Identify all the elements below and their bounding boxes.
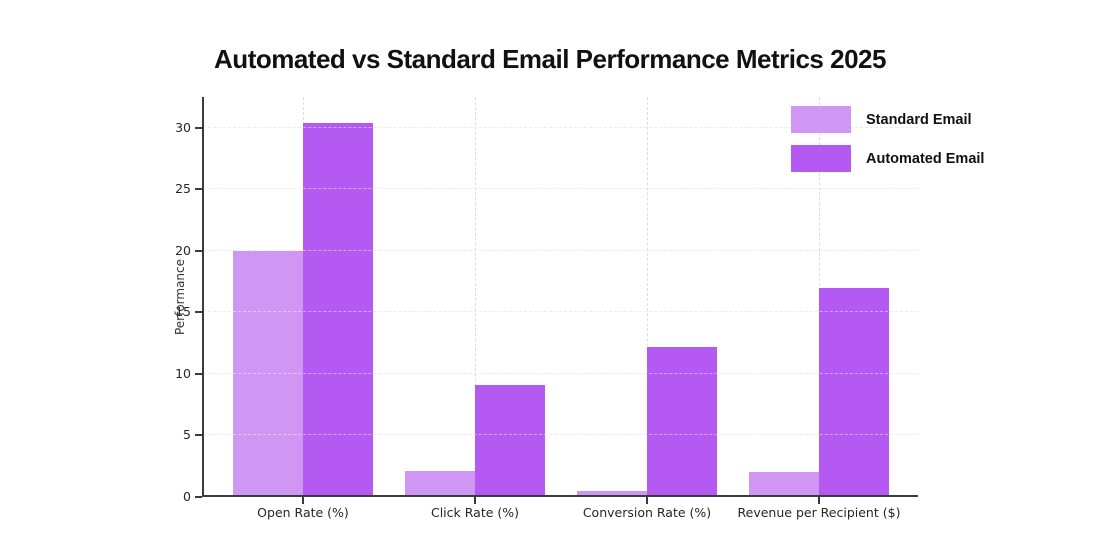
gridline-overlay — [203, 188, 918, 190]
bar-automated — [819, 287, 889, 497]
bar-standard — [749, 472, 819, 497]
y-tick-label: 15 — [175, 304, 191, 320]
y-tick-mark — [195, 372, 202, 375]
x-tick-mark — [302, 497, 304, 504]
x-tick-mark — [474, 497, 476, 504]
gridline-vertical — [647, 97, 648, 497]
gridline-vertical — [475, 97, 476, 497]
gridline-horizontal — [203, 249, 918, 251]
y-tick-mark — [195, 249, 202, 252]
legend: Standard Email Automated Email — [791, 106, 984, 184]
legend-item: Standard Email — [791, 106, 984, 133]
chart-title: Automated vs Standard Email Performance … — [214, 44, 886, 74]
y-tick-label: 25 — [175, 181, 191, 197]
y-tick-label: 5 — [183, 427, 191, 443]
bar-standard — [577, 490, 647, 497]
y-tick-mark — [195, 311, 202, 314]
bar-standard — [405, 471, 475, 497]
x-tick-mark — [646, 497, 648, 504]
gridline-horizontal — [203, 126, 918, 128]
y-tick-label: 10 — [175, 365, 191, 381]
legend-swatch — [791, 145, 851, 172]
gridline-overlay — [203, 249, 918, 251]
bar-automated — [303, 122, 373, 497]
gridline-horizontal — [203, 434, 918, 436]
bar-standard — [233, 250, 303, 497]
y-tick-mark — [195, 434, 202, 437]
x-axis-spine — [202, 495, 918, 497]
legend-item: Automated Email — [791, 145, 984, 172]
x-tick-label: Click Rate (%) — [430, 505, 520, 520]
bar-automated — [475, 385, 545, 497]
bar-automated — [647, 346, 717, 497]
x-tick-label: Revenue per Recipient ($) — [737, 505, 901, 520]
gridline-overlay — [203, 434, 918, 436]
gridline-overlay — [203, 311, 918, 313]
gridline-horizontal — [203, 188, 918, 190]
y-tick-label: 0 — [183, 489, 191, 504]
y-tick-label: 30 — [175, 119, 191, 135]
legend-label: Automated Email — [866, 150, 985, 167]
x-tick-label: Open Rate (%) — [257, 505, 349, 520]
y-tick-mark — [195, 188, 202, 191]
legend-label: Standard Email — [866, 111, 972, 128]
x-tick-label: Conversion Rate (%) — [582, 505, 712, 520]
gridline-overlay — [203, 372, 918, 374]
x-tick-mark — [818, 497, 820, 504]
y-tick-label: 20 — [175, 242, 191, 258]
gridline-overlay — [203, 126, 918, 128]
gridline-horizontal — [203, 372, 918, 374]
y-tick-mark — [195, 496, 202, 498]
gridline-horizontal — [203, 311, 918, 313]
y-tick-mark — [195, 126, 202, 129]
y-axis-spine — [202, 97, 204, 497]
legend-swatch — [791, 106, 851, 133]
